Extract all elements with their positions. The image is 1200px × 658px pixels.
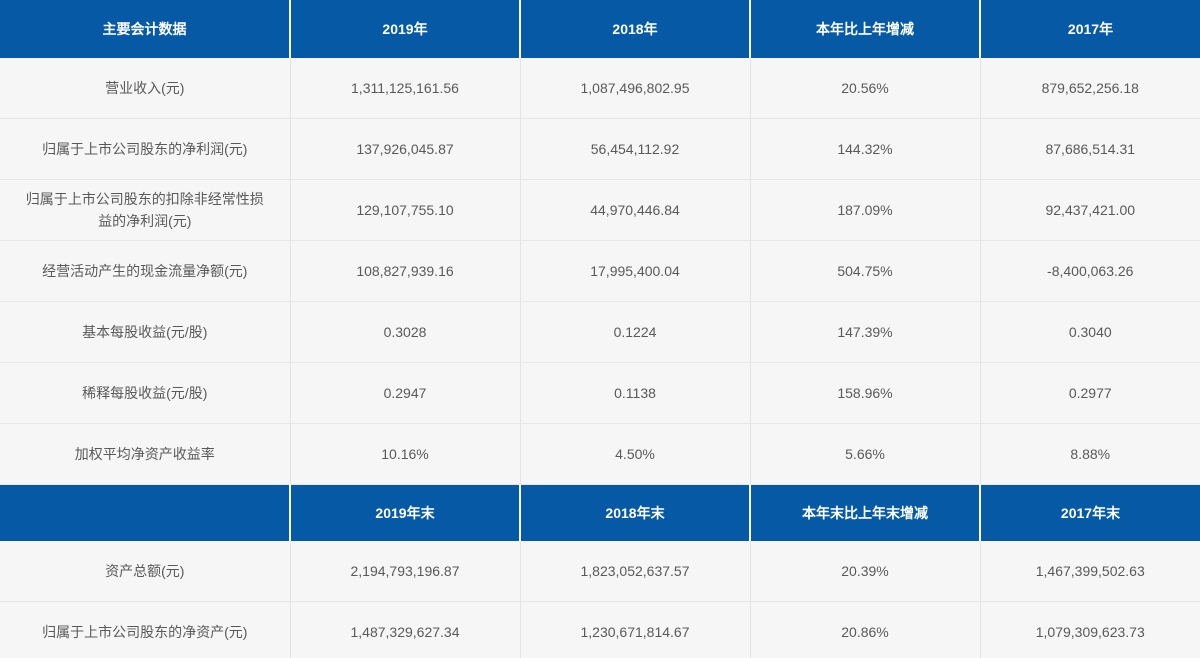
table-row-operating-cash-flow: 经营活动产生的现金流量净额(元) 108,827,939.16 17,995,4… [0, 240, 1200, 302]
value-change: 187.09% [750, 179, 981, 241]
row-label: 营业收入(元) [0, 58, 291, 119]
table-row-net-profit-excl-nonrecurring: 归属于上市公司股东的扣除非经常性损益的净利润(元) 129,107,755.10… [0, 179, 1200, 241]
value-2018: 0.1224 [520, 301, 751, 363]
section1-header-2017: 2017年 [980, 0, 1200, 58]
value-2019: 137,926,045.87 [290, 118, 521, 180]
value-2019-end: 2,194,793,196.87 [290, 541, 521, 602]
value-2019: 0.2947 [290, 362, 521, 424]
value-end-change: 20.39% [750, 541, 981, 602]
section2-header-row: 2019年末 2018年末 本年末比上年末增减 2017年末 [0, 484, 1200, 541]
value-2019-end: 1,487,329,627.34 [290, 601, 521, 658]
section2-header-2019-end: 2019年末 [290, 484, 521, 541]
value-2019: 1,311,125,161.56 [290, 58, 521, 119]
section2-header-yoy-end-change: 本年末比上年末增减 [750, 484, 981, 541]
value-2017-end: 1,079,309,623.73 [980, 601, 1200, 658]
value-2017-end: 1,467,399,502.63 [980, 541, 1200, 602]
table-row-diluted-eps: 稀释每股收益(元/股) 0.2947 0.1138 158.96% 0.2977 [0, 362, 1200, 424]
value-2019: 0.3028 [290, 301, 521, 363]
section1-header-2019: 2019年 [290, 0, 521, 58]
row-label: 经营活动产生的现金流量净额(元) [0, 240, 291, 302]
table-row-net-profit: 归属于上市公司股东的净利润(元) 137,926,045.87 56,454,1… [0, 118, 1200, 180]
value-2018-end: 1,230,671,814.67 [520, 601, 751, 658]
section2-header-label [0, 484, 291, 541]
value-2017: 8.88% [980, 423, 1200, 485]
value-2018: 1,087,496,802.95 [520, 58, 751, 119]
row-label: 稀释每股收益(元/股) [0, 362, 291, 424]
value-2019: 129,107,755.10 [290, 179, 521, 241]
value-2017: 0.3040 [980, 301, 1200, 363]
value-2017: 87,686,514.31 [980, 118, 1200, 180]
section1-header-2018: 2018年 [520, 0, 751, 58]
section1-header-yoy-change: 本年比上年增减 [750, 0, 981, 58]
row-label: 加权平均净资产收益率 [0, 423, 291, 485]
value-2017: 879,652,256.18 [980, 58, 1200, 119]
table-row-weighted-avg-roe: 加权平均净资产收益率 10.16% 4.50% 5.66% 8.88% [0, 423, 1200, 485]
table-row-total-assets: 资产总额(元) 2,194,793,196.87 1,823,052,637.5… [0, 541, 1200, 602]
value-2017: 0.2977 [980, 362, 1200, 424]
row-label: 归属于上市公司股东的扣除非经常性损益的净利润(元) [0, 179, 291, 241]
value-end-change: 20.86% [750, 601, 981, 658]
value-change: 20.56% [750, 58, 981, 119]
value-2018: 0.1138 [520, 362, 751, 424]
value-2019: 10.16% [290, 423, 521, 485]
value-2017: 92,437,421.00 [980, 179, 1200, 241]
value-2018: 4.50% [520, 423, 751, 485]
row-label: 归属于上市公司股东的净利润(元) [0, 118, 291, 180]
value-change: 144.32% [750, 118, 981, 180]
value-2018: 56,454,112.92 [520, 118, 751, 180]
value-2018: 17,995,400.04 [520, 240, 751, 302]
table-row-basic-eps: 基本每股收益(元/股) 0.3028 0.1224 147.39% 0.3040 [0, 301, 1200, 363]
value-change: 504.75% [750, 240, 981, 302]
row-label: 基本每股收益(元/股) [0, 301, 291, 363]
value-change: 158.96% [750, 362, 981, 424]
section2-header-2017-end: 2017年末 [980, 484, 1200, 541]
row-label: 归属于上市公司股东的净资产(元) [0, 601, 291, 658]
value-change: 147.39% [750, 301, 981, 363]
table-row-net-assets: 归属于上市公司股东的净资产(元) 1,487,329,627.34 1,230,… [0, 601, 1200, 658]
section1-header-label: 主要会计数据 [0, 0, 291, 58]
section1-header-row: 主要会计数据 2019年 2018年 本年比上年增减 2017年 [0, 0, 1200, 58]
row-label: 资产总额(元) [0, 541, 291, 602]
value-2018: 44,970,446.84 [520, 179, 751, 241]
value-2019: 108,827,939.16 [290, 240, 521, 302]
value-2017: -8,400,063.26 [980, 240, 1200, 302]
table-row-operating-revenue: 营业收入(元) 1,311,125,161.56 1,087,496,802.9… [0, 58, 1200, 119]
value-change: 5.66% [750, 423, 981, 485]
value-2018-end: 1,823,052,637.57 [520, 541, 751, 602]
section2-header-2018-end: 2018年末 [520, 484, 751, 541]
